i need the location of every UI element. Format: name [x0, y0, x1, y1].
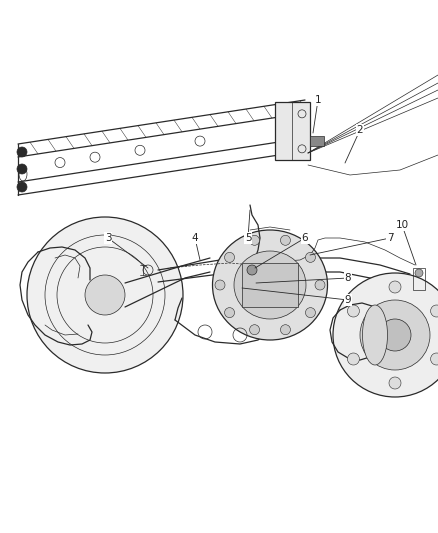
- Text: 10: 10: [396, 220, 409, 230]
- Bar: [275, 102, 310, 160]
- Ellipse shape: [234, 251, 306, 319]
- Text: 4: 4: [192, 233, 198, 243]
- Circle shape: [389, 377, 401, 389]
- Circle shape: [247, 265, 257, 275]
- Text: 1: 1: [314, 95, 321, 105]
- Text: 6: 6: [302, 233, 308, 243]
- Bar: [310, 136, 324, 146]
- Circle shape: [17, 164, 27, 174]
- Circle shape: [225, 308, 235, 318]
- Circle shape: [280, 325, 290, 335]
- Circle shape: [17, 147, 27, 157]
- Text: 7: 7: [387, 233, 393, 243]
- Bar: [413, 268, 425, 290]
- Circle shape: [389, 281, 401, 293]
- Circle shape: [431, 353, 438, 365]
- Circle shape: [347, 305, 360, 317]
- Circle shape: [280, 235, 290, 245]
- Circle shape: [17, 182, 27, 192]
- Circle shape: [305, 308, 315, 318]
- Circle shape: [431, 305, 438, 317]
- Bar: [242, 263, 298, 307]
- Text: 2: 2: [357, 125, 363, 135]
- Circle shape: [215, 280, 225, 290]
- Text: 9: 9: [345, 295, 351, 305]
- Circle shape: [250, 325, 260, 335]
- Text: 5: 5: [245, 233, 251, 243]
- Circle shape: [225, 252, 235, 262]
- Circle shape: [85, 275, 125, 315]
- Text: 3: 3: [105, 233, 111, 243]
- Circle shape: [333, 273, 438, 397]
- Circle shape: [347, 353, 360, 365]
- Circle shape: [27, 217, 183, 373]
- Circle shape: [250, 235, 260, 245]
- Text: 8: 8: [345, 273, 351, 283]
- Ellipse shape: [363, 305, 388, 365]
- Ellipse shape: [212, 230, 328, 340]
- Circle shape: [379, 319, 411, 351]
- Circle shape: [360, 300, 430, 370]
- Circle shape: [315, 280, 325, 290]
- Circle shape: [415, 269, 423, 277]
- Circle shape: [305, 252, 315, 262]
